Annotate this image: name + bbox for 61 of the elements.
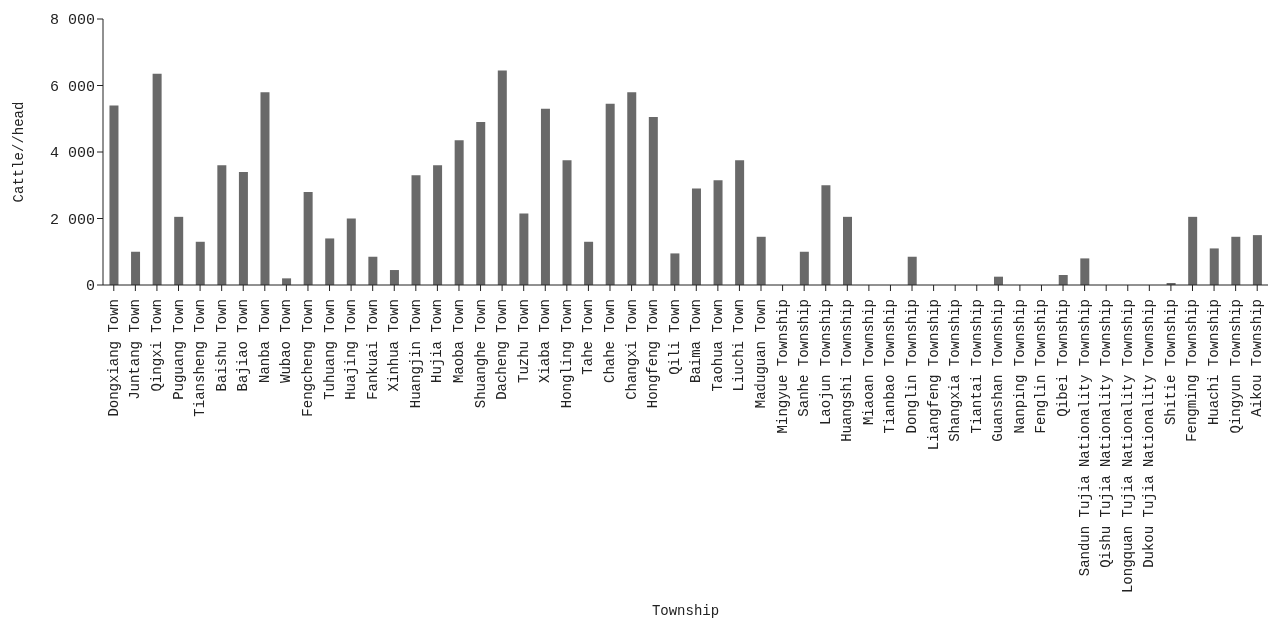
x-tick-label: Fenglin Township [1033, 299, 1050, 434]
y-tick-label: 4 000 [49, 145, 95, 163]
x-tick-label: Nanba Town [256, 299, 273, 384]
x-tick-label: Longquan Tujia Nationality Township [1119, 299, 1136, 594]
x-tick-label: Dacheng Town [494, 299, 511, 400]
x-tick-label: Tiantai Township [968, 299, 985, 434]
y-tick-label: 8 000 [49, 12, 95, 30]
x-tick-label: Qingyun Township [1227, 299, 1244, 434]
x-tick-label: Shitie Township [1162, 299, 1179, 426]
x-tick-label: Wubao Town [278, 299, 295, 384]
x-tick-label: Tahe Town [580, 299, 597, 375]
y-tick-label: 2 000 [49, 211, 95, 229]
y-axis-title: Cattle//head [10, 101, 27, 203]
x-tick-label: Baishu Town [213, 299, 230, 392]
x-axis-title: Township [651, 603, 720, 619]
x-tick-label: Shangxia Township [947, 299, 964, 442]
x-tick-label: Fengcheng Town [299, 299, 316, 417]
x-tick-label: Qili Town [666, 299, 683, 375]
x-tick-label: Tianbao Township [882, 299, 899, 434]
x-tick-label: Hongling Town [558, 299, 575, 409]
x-tick-label: Liuchi Town [731, 299, 748, 392]
x-tick-label: Hongfeng Town [645, 299, 662, 409]
x-tick-label: Laojun Township [817, 299, 834, 426]
x-tick-label: Miaoan Township [860, 299, 877, 426]
x-tick-label: Xiaba Town [537, 299, 554, 384]
x-tick-label: Fankuai Town [364, 299, 381, 400]
x-tick-label: Fengming Township [1184, 299, 1201, 442]
x-tick-label: Chahe Town [601, 299, 618, 384]
x-tick-label: Baima Town [688, 299, 705, 384]
x-tick-label: Shuanghe Town [472, 299, 489, 409]
x-tick-label: Mingyue Township [774, 299, 791, 434]
x-tick-label: Guanshan Township [990, 299, 1007, 442]
x-tick-label: Tuzhu Town [515, 299, 532, 384]
x-tick-label: Huangshi Township [839, 299, 856, 442]
x-tick-label: Maduguan Town [753, 299, 770, 409]
x-tick-label: Xinhua Town [386, 299, 403, 392]
x-tick-label: Juntang Town [127, 299, 144, 400]
x-tick-label: Tiansheng Town [192, 299, 209, 417]
x-tick-label: Tuhuang Town [321, 299, 338, 400]
x-tick-label: Liangfeng Township [925, 299, 942, 451]
x-tick-label: Changxi Town [623, 299, 640, 400]
x-tick-label: Maoba Town [450, 299, 467, 384]
x-tick-label: Aikou Township [1249, 299, 1266, 417]
x-tick-label: Dongxiang Town [105, 299, 122, 417]
x-tick-label: Huajing Town [343, 299, 360, 400]
x-tick-label: Taohua Town [709, 299, 726, 392]
x-tick-label: Qibei Township [1055, 299, 1072, 417]
x-tick-label: Sandun Tujia Nationality Township [1076, 299, 1093, 577]
x-tick-label: Dukou Tujia Nationality Township [1141, 299, 1158, 568]
y-tick-label: 6 000 [49, 78, 95, 96]
x-tick-label: Puguang Town [170, 299, 187, 400]
x-tick-label: Huachi Township [1206, 299, 1223, 426]
x-tick-label: Nanping Township [1011, 299, 1028, 434]
x-tick-label: Qishu Tujia Nationality Township [1098, 299, 1115, 568]
x-tick-label: Donglin Township [904, 299, 921, 434]
x-tick-label: Qingxi Town [148, 299, 165, 392]
x-tick-label: Hujia Town [429, 299, 446, 384]
x-tick-label: Bajiao Town [235, 299, 252, 392]
y-tick-label: 0 [85, 278, 95, 296]
x-tick-label: Sanhe Township [796, 299, 813, 417]
x-tick-label: Huangjin Town [407, 299, 424, 409]
